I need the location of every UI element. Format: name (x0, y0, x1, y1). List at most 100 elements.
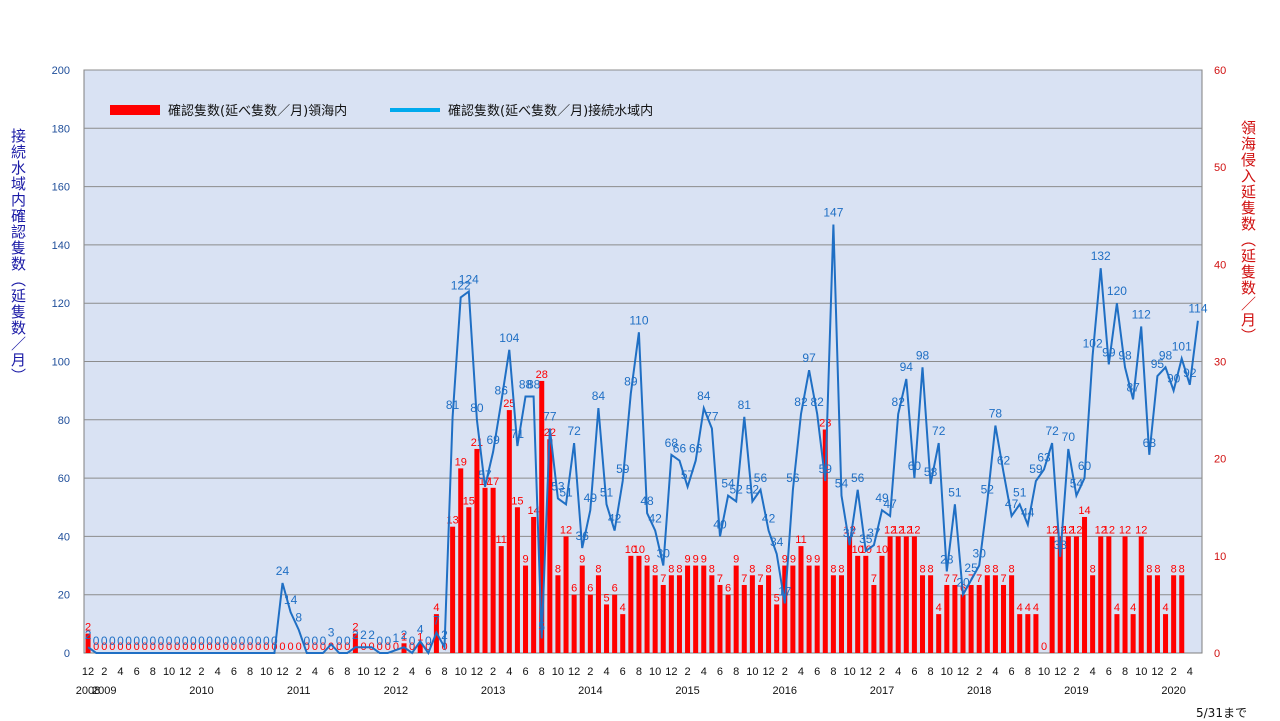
x-tick-label: 4 (701, 666, 707, 678)
line-value-label: 80 (470, 401, 484, 415)
bar (531, 516, 537, 653)
line-value-label: 88 (519, 377, 533, 391)
bar-value-label: 8 (992, 563, 998, 575)
bar-value-label: 7 (871, 573, 877, 585)
x-tick-label: 6 (134, 666, 140, 678)
bar (1154, 575, 1160, 653)
line-value-label: 87 (1126, 380, 1140, 394)
x-tick-label: 2 (684, 666, 690, 678)
line-value-label: 66 (689, 442, 703, 456)
x-tick-label: 6 (425, 666, 431, 678)
x-tick-label: 4 (506, 666, 512, 678)
x-tick-label: 4 (312, 666, 318, 678)
bar-value-label: 8 (1154, 563, 1160, 575)
bar (830, 575, 836, 653)
x-tick-label: 6 (231, 666, 237, 678)
bar-value-label: 11 (496, 534, 507, 546)
x-year-label: 2011 (287, 685, 311, 697)
line-value-label: 0 (255, 634, 262, 648)
bar-value-label: 4 (1017, 602, 1023, 614)
x-tick-label: 2 (782, 666, 788, 678)
x-tick-label: 10 (455, 666, 467, 678)
x-tick-label: 8 (830, 666, 836, 678)
bar (1017, 614, 1023, 653)
x-tick-labels: 12 2 4 6 8 10 12 2 4 6 8 10 12 2 4 6 8 10 12 2 4 6 8 10 12 2 4 6 8 10… (82, 666, 1193, 678)
line-value-label: 51 (1013, 485, 1027, 499)
x-tick-label: 2 (296, 666, 302, 678)
line-value-label: 84 (697, 389, 711, 403)
bar-value-label: 4 (620, 602, 626, 614)
line-value-label: 53 (551, 480, 565, 494)
bar-value-label: 9 (693, 554, 699, 566)
bar (806, 565, 812, 653)
line-value-label: 14 (284, 593, 298, 607)
x-tick-label: 10 (941, 666, 953, 678)
bar-value-label: 8 (830, 563, 836, 575)
bar (1082, 516, 1088, 653)
bar (879, 555, 885, 653)
x-tick-label: 4 (992, 666, 998, 678)
bar-value-label: 0 (1041, 641, 1047, 653)
x-tick-label: 10 (843, 666, 855, 678)
footnote: 5/31まで (1196, 706, 1247, 720)
bar (1001, 584, 1007, 653)
x-tick-label: 12 (82, 666, 94, 678)
line-value-label: 2 (352, 628, 359, 642)
line-value-label: 72 (1045, 424, 1059, 438)
line-value-label: 124 (459, 273, 479, 287)
line-value-label: 47 (1005, 497, 1019, 511)
bar-value-label: 12 (1070, 524, 1082, 536)
bar-value-label: 11 (795, 534, 806, 546)
x-year-label: 2012 (384, 685, 408, 697)
x-tick-label: 10 (1038, 666, 1050, 678)
bar-value-label: 0 (134, 641, 140, 653)
bar (960, 594, 966, 653)
line-value-label: 37 (867, 526, 881, 540)
x-year-label: 2009 (92, 685, 116, 697)
x-tick-label: 2 (879, 666, 885, 678)
line-value-label: 2 (401, 628, 408, 642)
line-value-label: 0 (303, 634, 310, 648)
line-value-label: 102 (1083, 337, 1103, 351)
x-tick-label: 6 (522, 666, 528, 678)
bar-value-label: 7 (944, 573, 950, 585)
bar-value-label: 4 (1033, 602, 1039, 614)
line-value-label: 0 (409, 634, 416, 648)
line-value-label: 0 (384, 634, 391, 648)
bar-value-label: 0 (207, 641, 213, 653)
line-value-label: 82 (811, 395, 825, 409)
bar-value-label: 10 (625, 544, 637, 556)
bar-value-label: 8 (1146, 563, 1152, 575)
bar-value-label: 0 (255, 641, 261, 653)
line-value-label: 54 (835, 477, 849, 491)
x-tick-label: 6 (814, 666, 820, 678)
bar (1090, 575, 1096, 653)
bar-value-label: 9 (684, 554, 690, 566)
bar (798, 546, 804, 653)
bar-value-label: 4 (1162, 602, 1168, 614)
bar-value-label: 0 (328, 641, 334, 653)
line-value-label: 104 (499, 331, 519, 345)
line-value-label: 40 (713, 517, 727, 531)
bar-value-label: 8 (1179, 563, 1185, 575)
line-value-label: 2 (85, 628, 92, 642)
bar (547, 439, 553, 653)
line-value-label: 0 (320, 634, 327, 648)
x-tick-label: 12 (374, 666, 386, 678)
line-value-label: 59 (616, 462, 630, 476)
x-year-label: 2017 (870, 685, 894, 697)
bar (782, 565, 788, 653)
y-right-tick-labels: 0 10 20 30 40 50 60 (1214, 65, 1226, 660)
bar-value-label: 1 (417, 631, 423, 643)
bar (838, 575, 844, 653)
bar (636, 555, 642, 653)
bar (1114, 614, 1120, 653)
bar-value-label: 0 (279, 641, 285, 653)
bar-value-label: 0 (182, 641, 188, 653)
x-tick-label: 4 (798, 666, 804, 678)
bar-value-label: 0 (312, 641, 318, 653)
x-year-label: 2010 (189, 685, 213, 697)
line-value-label: 0 (376, 634, 383, 648)
line-value-label: 84 (592, 389, 606, 403)
legend-label-contiguous: 確認隻数(延べ隻数／月)接続水域内 (448, 104, 654, 119)
